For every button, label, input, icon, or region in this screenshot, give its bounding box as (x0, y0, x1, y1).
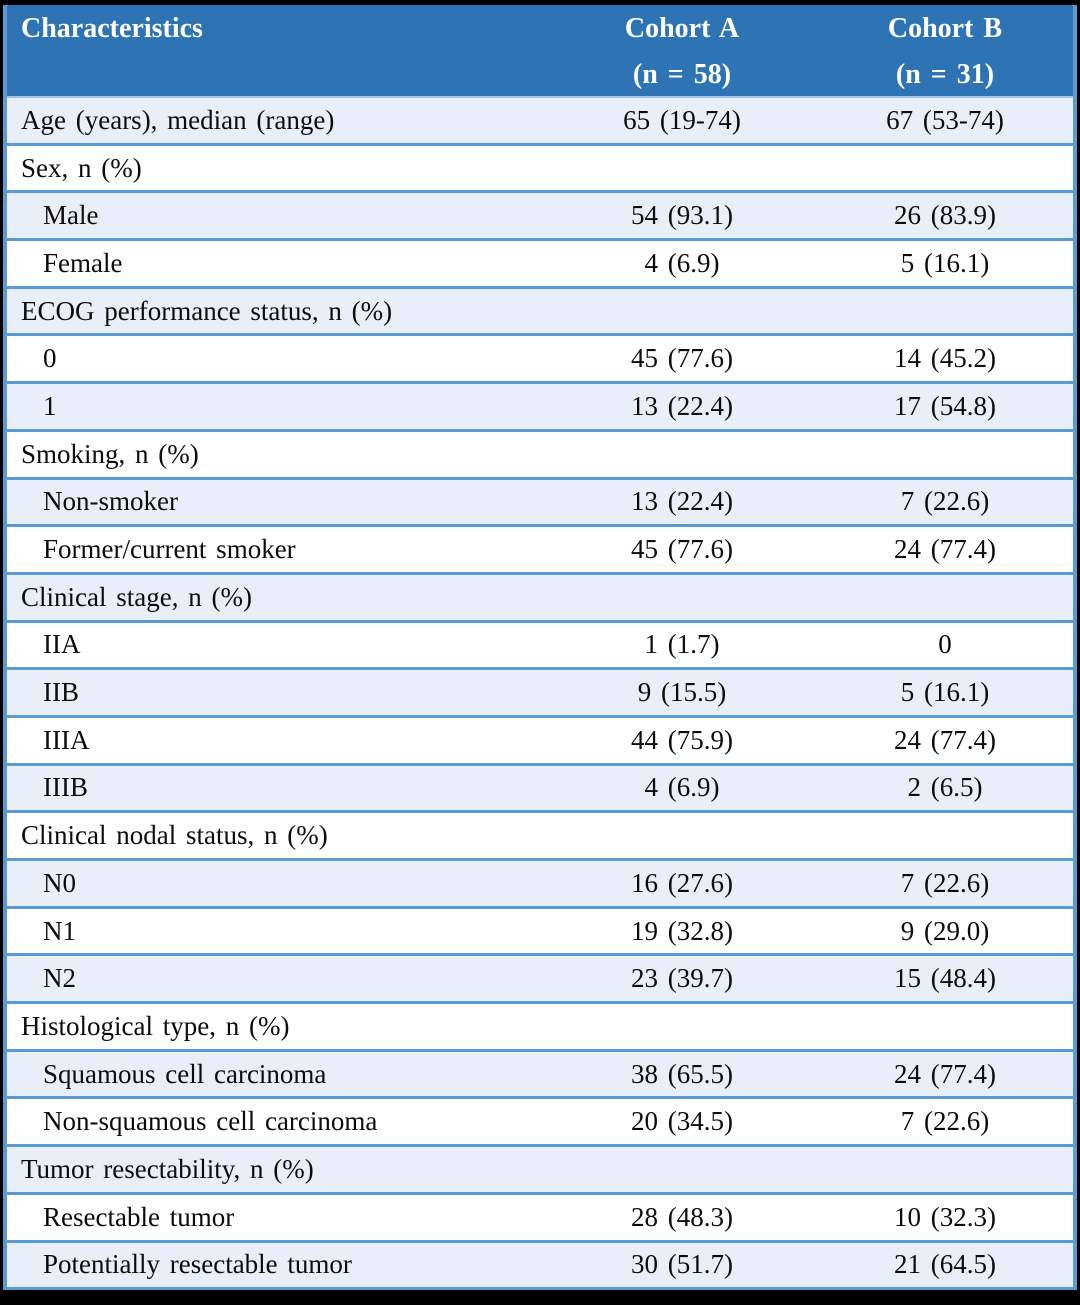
row-label: Smoking, n (%) (21, 438, 199, 469)
cohort-a-value: 45 (77.6) (631, 343, 733, 374)
table-row: 0 45 (77.6) 14 (45.2) (7, 333, 1073, 382)
column-header-cohort-b: Cohort B (n = 31) (817, 5, 1073, 96)
cohort-b-value: 24 (77.4) (894, 1058, 996, 1089)
cohort-a-value: 54 (93.1) (631, 200, 733, 231)
cohort-b-value: 7 (22.6) (900, 486, 990, 517)
cohort-b-value: 5 (16.1) (900, 677, 990, 708)
cohort-b-value: 15 (48.4) (894, 963, 996, 994)
table-row: N1 19 (32.8) 9 (29.0) (7, 905, 1073, 954)
table-row: N0 16 (27.6) 7 (22.6) (7, 858, 1073, 906)
row-label: Sex, n (%) (21, 152, 142, 183)
row-label: ECOG performance status, n (%) (21, 295, 393, 326)
row-label: Age (years), median (range) (21, 104, 335, 135)
cohort-a-value: 28 (48.3) (631, 1201, 733, 1232)
cohort-a-value: 38 (65.5) (631, 1058, 733, 1089)
table-row: Potentially resectable tumor 30 (51.7) 2… (7, 1239, 1073, 1288)
cohort-a-n-count: (n = 58) (632, 58, 732, 90)
column-header-characteristics: Characteristics (21, 13, 203, 44)
cohort-b-value: 7 (22.6) (900, 1106, 990, 1137)
row-label: Resectable tumor (43, 1201, 235, 1232)
cohort-a-value: 19 (32.8) (631, 915, 733, 946)
row-label: IIIB (43, 772, 88, 803)
cohort-b-value: 21 (64.5) (894, 1249, 996, 1280)
table-row: Female 4 (6.9) 5 (16.1) (7, 238, 1073, 286)
row-label: Histological type, n (%) (21, 1010, 290, 1041)
cohort-b-value: 24 (77.4) (894, 534, 996, 565)
row-label: N0 (43, 867, 76, 898)
row-label: Clinical nodal status, n (%) (21, 820, 328, 851)
table-row: Squamous cell carcinoma 38 (65.5) 24 (77… (7, 1048, 1073, 1097)
cohort-b-value: 10 (32.3) (894, 1201, 996, 1232)
row-label: N2 (43, 963, 76, 994)
row-label: N1 (43, 915, 76, 946)
row-label: IIB (43, 677, 79, 708)
cohort-b-value: 67 (53-74) (886, 104, 1004, 135)
cohort-b-name: Cohort B (887, 13, 1003, 44)
cohort-b-value: 17 (54.8) (894, 390, 996, 421)
table-row: N2 23 (39.7) 15 (48.4) (7, 953, 1073, 1002)
table-row: Clinical stage, n (%) (7, 571, 1073, 620)
cohort-a-value: 13 (22.4) (631, 390, 733, 421)
table-row: Sex, n (%) (7, 142, 1073, 191)
table-row: Male 54 (93.1) 26 (83.9) (7, 190, 1073, 239)
table-row: ECOG performance status, n (%) (7, 285, 1073, 334)
row-label: Potentially resectable tumor (43, 1249, 352, 1280)
table-row: Tumor resectability, n (%) (7, 1144, 1073, 1192)
table-row: Resectable tumor 28 (48.3) 10 (32.3) (7, 1191, 1073, 1240)
cohort-b-value: 7 (22.6) (900, 867, 990, 898)
row-label: Squamous cell carcinoma (43, 1058, 327, 1089)
row-label: Non-smoker (43, 486, 178, 517)
row-label: Female (43, 247, 123, 278)
cohort-b-value: 26 (83.9) (894, 200, 996, 231)
table-row: IIIB 4 (6.9) 2 (6.5) (7, 762, 1073, 811)
cohort-a-value: 4 (6.9) (644, 247, 720, 278)
cohort-a-value: 1 (1.7) (644, 629, 720, 660)
table-row: IIB 9 (15.5) 5 (16.1) (7, 667, 1073, 715)
cohort-a-value: 20 (34.5) (631, 1106, 733, 1137)
row-label: Tumor resectability, n (%) (21, 1153, 314, 1184)
row-label: 1 (43, 390, 57, 421)
cohort-a-value: 45 (77.6) (631, 534, 733, 565)
cohort-b-value: 2 (6.5) (907, 772, 983, 803)
row-label: 0 (43, 343, 57, 374)
table-row: Clinical nodal status, n (%) (7, 810, 1073, 858)
cohort-b-value: 9 (29.0) (900, 915, 990, 946)
row-label: Male (43, 200, 99, 231)
cohort-a-value: 65 (19-74) (623, 104, 741, 135)
cohort-a-value: 30 (51.7) (631, 1249, 733, 1280)
cohort-b-value: 5 (16.1) (900, 247, 990, 278)
cohort-a-value: 23 (39.7) (631, 963, 733, 994)
cohort-a-value: 16 (27.6) (631, 867, 733, 898)
cohort-a-name: Cohort A (624, 13, 740, 44)
cohort-b-n-count: (n = 31) (895, 58, 995, 90)
cohort-a-value: 44 (75.9) (631, 724, 733, 755)
table-row: IIA 1 (1.7) 0 (7, 619, 1073, 668)
cohort-b-value: 24 (77.4) (894, 724, 996, 755)
table-row: Smoking, n (%) (7, 428, 1073, 477)
characteristics-table: Characteristics Cohort A (n = 58) Cohort… (3, 5, 1077, 1290)
cohort-a-value: 4 (6.9) (644, 772, 720, 803)
cohort-b-value: 14 (45.2) (894, 343, 996, 374)
table-row: Histological type, n (%) (7, 1001, 1073, 1049)
cohort-b-value: 0 (938, 629, 952, 660)
table-row: Non-smoker 13 (22.4) 7 (22.6) (7, 476, 1073, 525)
cohort-a-value: 13 (22.4) (631, 486, 733, 517)
table-row: Non-squamous cell carcinoma 20 (34.5) 7 … (7, 1096, 1073, 1145)
table-header-row: Characteristics Cohort A (n = 58) Cohort… (7, 5, 1073, 98)
row-label: IIIA (43, 724, 90, 755)
table-body: Age (years), median (range) 65 (19-74) 6… (7, 98, 1073, 1288)
table-row: IIIA 44 (75.9) 24 (77.4) (7, 714, 1073, 763)
row-label: Former/current smoker (43, 534, 296, 565)
row-label: Non-squamous cell carcinoma (43, 1106, 378, 1137)
table-row: Former/current smoker 45 (77.6) 24 (77.4… (7, 524, 1073, 572)
cohort-a-value: 9 (15.5) (637, 677, 727, 708)
row-label: Clinical stage, n (%) (21, 581, 252, 612)
row-label: IIA (43, 629, 81, 660)
table-row: 1 13 (22.4) 17 (54.8) (7, 381, 1073, 429)
column-header-cohort-a: Cohort A (n = 58) (547, 5, 817, 96)
table-row: Age (years), median (range) 65 (19-74) 6… (7, 98, 1073, 143)
